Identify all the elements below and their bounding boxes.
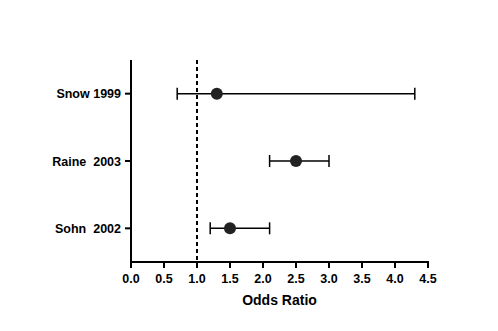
- point: [290, 155, 302, 167]
- x-tick-label: 1.5: [221, 272, 238, 286]
- ci-line: [210, 228, 269, 230]
- x-tick: [328, 262, 330, 268]
- x-tick: [196, 262, 198, 268]
- point: [211, 88, 223, 100]
- x-tick: [262, 262, 264, 268]
- y-tick: [125, 160, 131, 162]
- x-axis: [130, 261, 429, 263]
- x-tick-label: 4.0: [386, 272, 403, 286]
- data-group: [177, 88, 415, 235]
- error-bar: [270, 155, 329, 167]
- ci-cap-lower: [176, 88, 178, 100]
- y-tick: [125, 93, 131, 95]
- category-label: Sohn 2002: [55, 222, 121, 236]
- x-tick-label: 2.0: [254, 272, 271, 286]
- x-tick: [427, 262, 429, 268]
- x-tick: [361, 262, 363, 268]
- x-tick-label: 3.0: [320, 272, 337, 286]
- category-label: Snow 1999: [56, 87, 121, 101]
- x-tick-label: 2.5: [287, 272, 304, 286]
- x-tick-label: 0.5: [155, 272, 172, 286]
- x-tick: [130, 262, 132, 268]
- ci-cap-upper: [328, 155, 330, 167]
- ci-cap-lower: [209, 222, 211, 234]
- x-tick-label: 0.0: [122, 272, 139, 286]
- y-tick: [125, 227, 131, 229]
- x-tick-label: 1.0: [188, 272, 205, 286]
- error-bar: [210, 222, 269, 234]
- x-tick: [295, 262, 297, 268]
- reference-line: [196, 60, 198, 262]
- x-tick-label: 3.5: [353, 272, 370, 286]
- x-tick: [229, 262, 231, 268]
- x-axis-label: Odds Ratio: [242, 292, 317, 308]
- category-label: Raine 2003: [52, 155, 121, 169]
- x-tick-label: 4.5: [419, 272, 436, 286]
- error-bar: [177, 88, 415, 100]
- x-tick: [394, 262, 396, 268]
- ci-cap-upper: [269, 222, 271, 234]
- forest-plot: 0.0 0.5 1.0 1.5 2.0 2.5 3.0 3.5 4.0 4.5 Odds Ratio…: [0, 0, 498, 331]
- x-tick: [163, 262, 165, 268]
- point: [224, 222, 236, 234]
- ci-cap-upper: [414, 88, 416, 100]
- ci-cap-lower: [269, 155, 271, 167]
